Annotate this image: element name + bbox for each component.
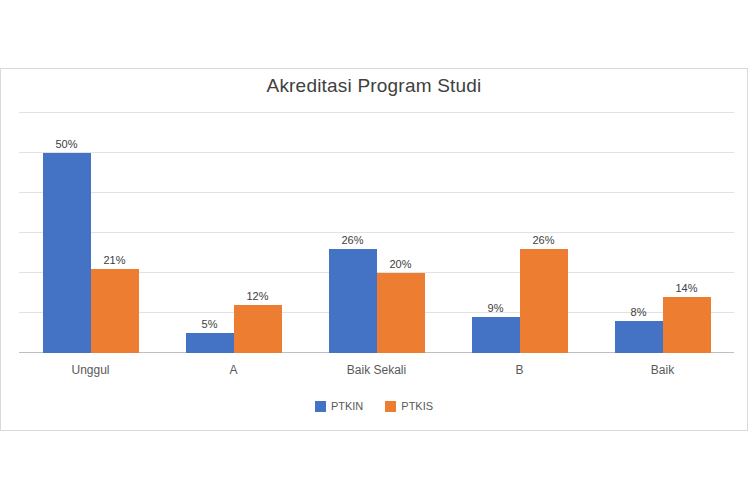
bar-group: 50%21%	[19, 113, 162, 353]
page-background: Akreditasi Program Studi 50%21%5%12%26%2…	[0, 0, 750, 500]
chart-title: Akreditasi Program Studi	[1, 75, 747, 97]
bar-group: 9%26%	[448, 113, 591, 353]
data-label: 21%	[103, 254, 125, 266]
legend-swatch-icon	[385, 401, 396, 412]
chart-container: Akreditasi Program Studi 50%21%5%12%26%2…	[0, 68, 748, 431]
data-label: 50%	[55, 138, 77, 150]
legend-item-ptkis: PTKIS	[385, 400, 433, 412]
bar-ptkin: 5%	[186, 333, 234, 353]
bar-ptkis: 14%	[663, 297, 711, 353]
category-axis: UnggulABaik SekaliBBaik	[19, 363, 734, 379]
category-label: B	[448, 363, 591, 377]
bar-ptkis: 26%	[520, 249, 568, 353]
legend-item-ptkin: PTKIN	[315, 400, 363, 412]
data-label: 26%	[532, 234, 554, 246]
category-label: A	[162, 363, 305, 377]
bar-ptkin: 26%	[329, 249, 377, 353]
data-label: 14%	[675, 282, 697, 294]
bar-group: 5%12%	[162, 113, 305, 353]
category-label: Baik Sekali	[305, 363, 448, 377]
category-label: Unggul	[19, 363, 162, 377]
bar-group: 26%20%	[305, 113, 448, 353]
data-label: 8%	[631, 306, 647, 318]
bar-ptkis: 21%	[91, 269, 139, 353]
legend-label: PTKIS	[401, 400, 433, 412]
bar-ptkin: 9%	[472, 317, 520, 353]
plot-area: 50%21%5%12%26%20%9%26%8%14%	[19, 113, 734, 353]
bar-ptkis: 20%	[377, 273, 425, 353]
bar-ptkin: 8%	[615, 321, 663, 353]
data-label: 26%	[341, 234, 363, 246]
data-label: 9%	[488, 302, 504, 314]
data-label: 20%	[389, 258, 411, 270]
data-label: 12%	[246, 290, 268, 302]
bar-ptkis: 12%	[234, 305, 282, 353]
legend: PTKIN PTKIS	[1, 400, 747, 412]
bar-ptkin: 50%	[43, 153, 91, 353]
category-label: Baik	[591, 363, 734, 377]
legend-label: PTKIN	[331, 400, 363, 412]
bar-group: 8%14%	[591, 113, 734, 353]
data-label: 5%	[202, 318, 218, 330]
legend-swatch-icon	[315, 401, 326, 412]
